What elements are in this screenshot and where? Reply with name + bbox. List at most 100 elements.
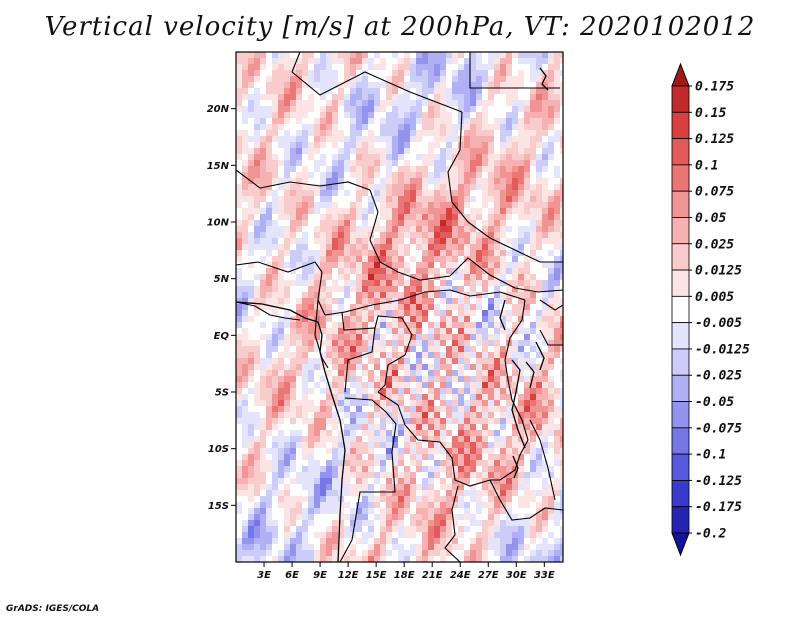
field-cell	[362, 514, 369, 521]
field-cell	[452, 160, 459, 167]
field-cell	[284, 532, 291, 539]
field-cell	[416, 340, 423, 347]
field-cell	[296, 304, 303, 311]
field-cell	[356, 160, 363, 167]
field-cell	[242, 466, 249, 473]
field-cell	[242, 52, 249, 59]
field-cell	[386, 358, 393, 365]
field-cell	[434, 88, 441, 95]
field-cell	[302, 70, 309, 77]
field-cell	[452, 352, 459, 359]
field-cell	[488, 346, 495, 353]
field-cell	[290, 160, 297, 167]
field-cell	[464, 148, 471, 155]
field-cell	[518, 298, 525, 305]
field-cell	[512, 142, 519, 149]
field-cell	[494, 556, 501, 562]
field-cell	[374, 448, 381, 455]
field-cell	[422, 130, 429, 137]
field-cell	[440, 154, 447, 161]
field-cell	[314, 412, 321, 419]
field-cell	[332, 130, 339, 137]
field-cell	[392, 406, 399, 413]
colorbar-swatch	[671, 138, 690, 166]
field-cell	[326, 538, 333, 545]
field-cell	[446, 400, 453, 407]
field-cell	[548, 190, 555, 197]
field-cell	[308, 430, 315, 437]
field-cell	[314, 316, 321, 323]
field-cell	[386, 394, 393, 401]
field-cell	[308, 406, 315, 413]
field-cell	[410, 376, 417, 383]
field-cell	[266, 124, 273, 131]
field-cell	[350, 358, 357, 365]
field-cell	[308, 544, 315, 551]
field-cell	[560, 160, 563, 167]
field-cell	[470, 388, 477, 395]
field-cell	[266, 298, 273, 305]
field-cell	[524, 232, 531, 239]
field-cell	[260, 424, 267, 431]
field-cell	[524, 322, 531, 329]
field-cell	[338, 460, 345, 467]
field-cell	[410, 256, 417, 263]
field-cell	[404, 352, 411, 359]
field-cell	[548, 460, 555, 467]
field-cell	[314, 172, 321, 179]
field-cell	[404, 304, 411, 311]
field-cell	[260, 484, 267, 491]
field-cell	[452, 208, 459, 215]
field-cell	[440, 268, 447, 275]
field-cell	[254, 292, 261, 299]
field-cell	[506, 310, 513, 317]
field-cell	[542, 322, 549, 329]
field-cell	[320, 424, 327, 431]
field-cell	[302, 460, 309, 467]
field-cell	[242, 526, 249, 533]
field-cell	[548, 418, 555, 425]
field-cell	[500, 412, 507, 419]
field-cell	[344, 226, 351, 233]
field-cell	[488, 424, 495, 431]
field-cell	[332, 256, 339, 263]
field-cell	[404, 112, 411, 119]
field-cell	[488, 292, 495, 299]
field-cell	[404, 334, 411, 341]
field-cell	[458, 364, 465, 371]
field-cell	[374, 478, 381, 485]
field-cell	[296, 544, 303, 551]
field-cell	[326, 340, 333, 347]
field-cell	[260, 460, 267, 467]
field-cell	[308, 442, 315, 449]
field-cell	[368, 316, 375, 323]
field-cell	[494, 208, 501, 215]
field-cell	[332, 532, 339, 539]
field-cell	[536, 274, 543, 281]
field-cell	[506, 220, 513, 227]
field-cell	[260, 154, 267, 161]
field-cell	[326, 394, 333, 401]
field-cell	[530, 58, 537, 65]
field-cell	[326, 52, 333, 59]
field-cell	[488, 502, 495, 509]
field-cell	[536, 142, 543, 149]
field-cell	[290, 118, 297, 125]
field-cell	[302, 316, 309, 323]
field-cell	[452, 220, 459, 227]
field-cell	[362, 508, 369, 515]
field-cell	[392, 100, 399, 107]
field-cell	[392, 274, 399, 281]
field-cell	[356, 304, 363, 311]
field-cell	[242, 148, 249, 155]
field-cell	[398, 250, 405, 257]
field-cell	[278, 406, 285, 413]
field-cell	[488, 388, 495, 395]
field-cell	[290, 238, 297, 245]
field-cell	[254, 250, 261, 257]
field-cell	[398, 556, 405, 562]
field-cell	[518, 334, 525, 341]
field-cell	[266, 508, 273, 515]
field-cell	[464, 544, 471, 551]
field-cell	[326, 220, 333, 227]
